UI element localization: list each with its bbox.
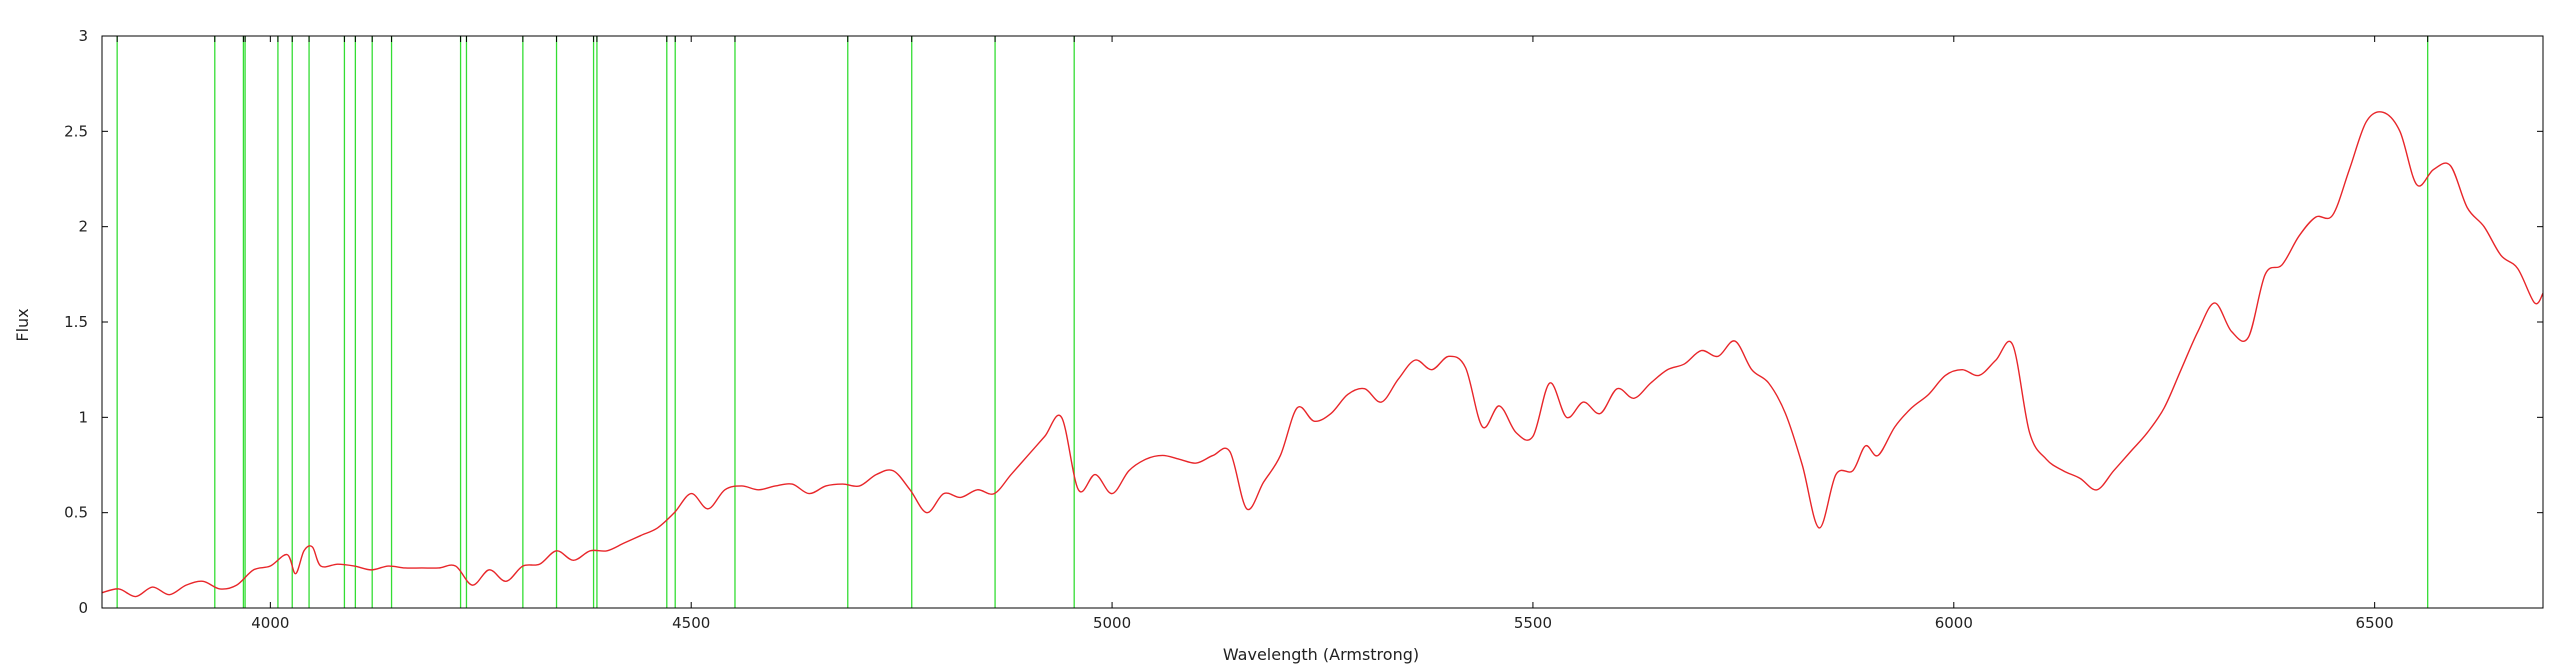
y-tick-label-1: 0.5 <box>64 504 88 522</box>
x-ticks-layer: 4000 4500 5000 5500 6000 6500 <box>251 36 2394 632</box>
vertical-lines-layer <box>116 36 2429 608</box>
spectrum-line-0 <box>101 111 2544 598</box>
y-tick-label-5: 2.5 <box>64 122 88 140</box>
spectrum-layer <box>101 111 2544 598</box>
x-tick-label-4500: 4500 <box>672 614 710 632</box>
y-axis-title: Flux <box>13 308 32 341</box>
x-axis-title: Wavelength (Armstrong) <box>1223 645 1419 664</box>
x-tick-label-5000: 5000 <box>1093 614 1131 632</box>
y-ticks-layer: 0 0.5 1 1.5 2 2.5 3 <box>64 27 2543 617</box>
x-tick-label-6500: 6500 <box>2356 614 2394 632</box>
plot-frame <box>101 35 2544 609</box>
y-tick-label-3: 1.5 <box>64 313 88 331</box>
y-tick-label-4: 2 <box>78 218 88 236</box>
x-tick-label-6000: 6000 <box>1935 614 1973 632</box>
y-tick-label-6: 3 <box>78 27 88 45</box>
y-tick-label-0: 0 <box>78 599 88 617</box>
x-tick-label-5500: 5500 <box>1514 614 1552 632</box>
y-tick-label-2: 1 <box>78 408 88 426</box>
x-tick-label-4000: 4000 <box>251 614 289 632</box>
